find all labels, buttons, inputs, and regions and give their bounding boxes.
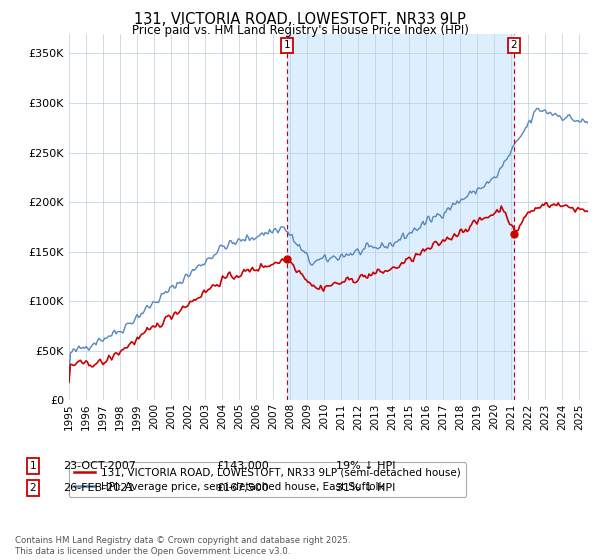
Text: 1: 1 (283, 40, 290, 50)
Text: Price paid vs. HM Land Registry's House Price Index (HPI): Price paid vs. HM Land Registry's House … (131, 24, 469, 36)
Legend: 131, VICTORIA ROAD, LOWESTOFT, NR33 9LP (semi-detached house), HPI: Average pric: 131, VICTORIA ROAD, LOWESTOFT, NR33 9LP … (69, 463, 466, 497)
Text: 1: 1 (29, 461, 37, 471)
Text: £143,000: £143,000 (216, 461, 269, 471)
Text: 2: 2 (511, 40, 517, 50)
Text: £167,500: £167,500 (216, 483, 269, 493)
Bar (287, 34, 514, 400)
Text: 23-OCT-2007: 23-OCT-2007 (63, 461, 136, 471)
Text: 131, VICTORIA ROAD, LOWESTOFT, NR33 9LP: 131, VICTORIA ROAD, LOWESTOFT, NR33 9LP (134, 12, 466, 27)
Text: 2: 2 (29, 483, 37, 493)
Text: 31% ↓ HPI: 31% ↓ HPI (336, 483, 395, 493)
Text: 26-FEB-2021: 26-FEB-2021 (63, 483, 134, 493)
Text: Contains HM Land Registry data © Crown copyright and database right 2025.
This d: Contains HM Land Registry data © Crown c… (15, 536, 350, 556)
Text: 19% ↓ HPI: 19% ↓ HPI (336, 461, 395, 471)
